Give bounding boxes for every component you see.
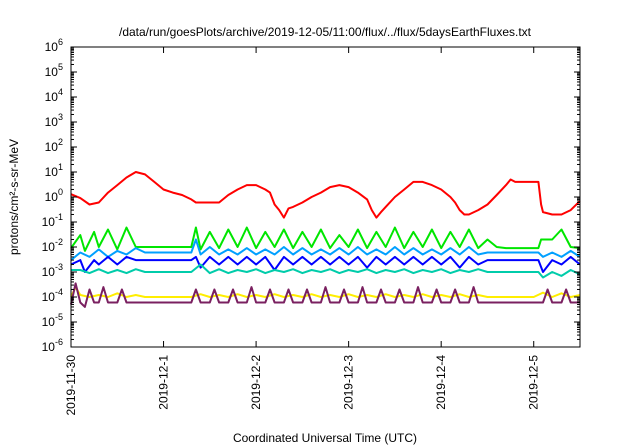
chart-title: /data/run/goesPlots/archive/2019-12-05/1… (119, 25, 532, 39)
x-tick-label: 2019-12-4 (434, 355, 448, 410)
y-tick-label: 10-5 (42, 312, 63, 329)
series-line-5 (71, 263, 581, 279)
y-tick-label: 10-3 (42, 262, 63, 279)
x-axis-label: Coordinated Universal Time (UTC) (233, 431, 417, 445)
series-line-1 (70, 171, 581, 219)
y-tick-label: 104 (45, 87, 63, 104)
series-line-4 (70, 255, 581, 273)
series-line-2 (70, 226, 581, 252)
y-tick-label: 10-6 (42, 337, 63, 354)
x-tick-label: 2019-12-3 (342, 355, 356, 410)
y-tick-label: 10-1 (42, 212, 63, 229)
series-group (70, 171, 581, 308)
y-tick-label: 105 (45, 62, 63, 79)
y-tick-label: 100 (45, 187, 63, 204)
y-tick-label: 101 (45, 162, 63, 179)
y-tick-label: 10-2 (42, 237, 63, 254)
x-tick-label: 2019-12-2 (249, 355, 263, 410)
series-line-6 (70, 286, 581, 298)
x-tick-label: 2019-12-5 (527, 355, 541, 410)
x-tick-label: 2019-11-30 (64, 355, 78, 416)
y-tick-label: 106 (45, 37, 63, 54)
x-tick-label: 2019-12-1 (157, 355, 171, 410)
y-tick-label: 102 (45, 137, 63, 154)
series-line-3 (70, 238, 581, 261)
y-axis-label: protons/cm²-s-sr-MeV (7, 139, 21, 255)
x-axis: 2019-11-30 2019-12-1 2019-12-2 2019-12-3 201… (64, 47, 541, 416)
series-line-7 (70, 282, 580, 308)
y-tick-label: 103 (45, 112, 63, 129)
y-axis: 10-6 10-5 10-4 10-3 10-2 10-1 100 101 102 103 104 1… (42, 37, 580, 354)
y-tick-label: 10-4 (42, 287, 63, 304)
